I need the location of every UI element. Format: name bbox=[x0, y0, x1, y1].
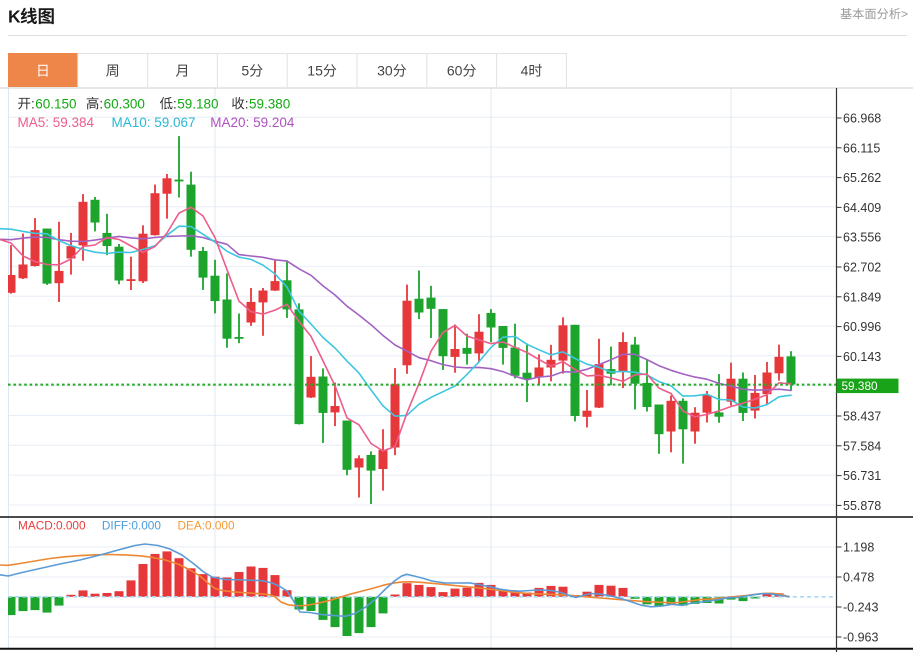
svg-text::: : bbox=[99, 96, 103, 111]
svg-text:59.380: 59.380 bbox=[249, 96, 290, 111]
svg-text:MACD:0.000: MACD:0.000 bbox=[18, 519, 86, 533]
svg-text:60.143: 60.143 bbox=[843, 350, 881, 364]
svg-text:66.115: 66.115 bbox=[843, 141, 880, 155]
svg-text:DIFF:0.000: DIFF:0.000 bbox=[102, 519, 161, 533]
svg-text:58.437: 58.437 bbox=[843, 410, 881, 424]
svg-text:56.731: 56.731 bbox=[843, 469, 881, 483]
svg-text:59.380: 59.380 bbox=[842, 379, 879, 393]
svg-text:59.180: 59.180 bbox=[177, 96, 218, 111]
svg-text:60.996: 60.996 bbox=[843, 320, 881, 334]
svg-text:-0.243: -0.243 bbox=[843, 601, 878, 615]
svg-text:64.409: 64.409 bbox=[843, 201, 881, 215]
svg-text:30: 30 bbox=[377, 63, 393, 79]
svg-text:62.702: 62.702 bbox=[843, 261, 881, 275]
svg-text:4: 4 bbox=[521, 63, 529, 79]
svg-text:MA5: 59.384: MA5: 59.384 bbox=[18, 115, 95, 130]
svg-text:MA10: 59.067: MA10: 59.067 bbox=[112, 115, 196, 130]
svg-text::: : bbox=[31, 96, 35, 111]
svg-text:0.478: 0.478 bbox=[843, 571, 874, 585]
svg-text:MA20: 59.204: MA20: 59.204 bbox=[210, 115, 295, 130]
svg-text:63.556: 63.556 bbox=[843, 231, 881, 245]
svg-text:5: 5 bbox=[241, 63, 249, 79]
svg-text:60.300: 60.300 bbox=[104, 96, 145, 111]
svg-text:15: 15 bbox=[307, 63, 323, 79]
svg-text:55.878: 55.878 bbox=[843, 499, 881, 513]
svg-text:>: > bbox=[901, 7, 908, 21]
svg-text::: : bbox=[173, 96, 177, 111]
svg-text:1.198: 1.198 bbox=[843, 541, 874, 555]
svg-text:61.849: 61.849 bbox=[843, 290, 881, 304]
svg-text:DEA:0.000: DEA:0.000 bbox=[178, 519, 235, 533]
svg-text:65.262: 65.262 bbox=[843, 171, 881, 185]
svg-text:57.584: 57.584 bbox=[843, 439, 881, 453]
svg-text:66.968: 66.968 bbox=[843, 112, 881, 126]
svg-text:-0.963: -0.963 bbox=[843, 631, 878, 645]
svg-text:K: K bbox=[8, 7, 21, 27]
svg-text:60.150: 60.150 bbox=[35, 96, 76, 111]
svg-text::: : bbox=[245, 96, 249, 111]
svg-text:60: 60 bbox=[447, 63, 463, 79]
